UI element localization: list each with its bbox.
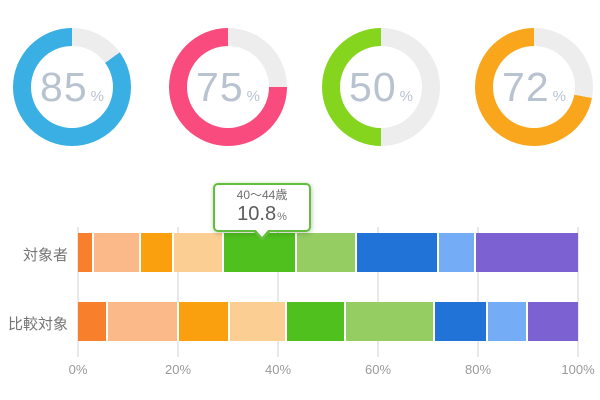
donut-hole: 85% <box>31 46 113 128</box>
bar-segment-r1-s1[interactable] <box>78 233 94 272</box>
stacked-bar-row-1 <box>78 233 578 272</box>
bar-segment-r2-s1[interactable] <box>78 302 108 341</box>
bar-segment-r2-s2[interactable] <box>108 302 179 341</box>
bar-segment-r1-s4[interactable] <box>174 233 224 272</box>
stacked-bar-row-2 <box>78 302 578 341</box>
tooltip-arrow <box>252 228 272 241</box>
bar-segment-r1-s3[interactable] <box>140 233 174 272</box>
gridline-80% <box>477 227 479 357</box>
donut-gauge-3: 50% <box>322 28 440 146</box>
bar-segment-r2-s7[interactable] <box>435 302 488 341</box>
donut-value: 50 <box>349 63 397 110</box>
bar-segment-r1-s2[interactable] <box>94 233 141 272</box>
donut-percent-unit: % <box>399 87 413 105</box>
row-label-2: 比較対象 <box>7 316 68 333</box>
donut-hole: 72% <box>493 46 575 128</box>
donut-percent-unit: % <box>90 87 104 105</box>
gridline-100% <box>577 227 579 357</box>
gridline-40% <box>277 227 279 357</box>
bar-segment-r1-s6[interactable] <box>296 233 357 272</box>
donut-value: 72 <box>502 63 550 110</box>
donut-percent-unit: % <box>246 87 260 105</box>
axis-tick-label: 60% <box>364 362 392 377</box>
donut-value: 85 <box>40 63 88 110</box>
bar-segment-r2-s6[interactable] <box>346 302 435 341</box>
donut-gauge-1: 85% <box>13 28 131 146</box>
gridline-20% <box>177 227 179 357</box>
gridline-0% <box>77 227 79 357</box>
donut-gauge-4: 72% <box>475 28 593 146</box>
donut-value: 75 <box>196 63 244 110</box>
row-label-1: 対象者 <box>22 247 68 264</box>
bar-segment-r1-s9[interactable] <box>475 233 578 272</box>
bar-segment-r2-s3[interactable] <box>178 302 230 341</box>
axis-tick-label: 0% <box>68 362 88 377</box>
bar-segment-r1-s7[interactable] <box>357 233 439 272</box>
bar-segment-r1-s8[interactable] <box>439 233 476 272</box>
bar-segment-r2-s8[interactable] <box>487 302 528 341</box>
tooltip-value: 10.8% <box>237 203 287 225</box>
axis-tick-label: 20% <box>164 362 192 377</box>
gridline-60% <box>377 227 379 357</box>
axis-tick-label: 100% <box>561 362 595 377</box>
tooltip-percent-unit: % <box>277 211 287 223</box>
donut-gauge-2: 75% <box>169 28 287 146</box>
bar-segment-r2-s9[interactable] <box>527 302 578 341</box>
donut-percent-unit: % <box>552 87 566 105</box>
bar-segment-r2-s5[interactable] <box>287 302 346 341</box>
tooltip: 40〜44歳 10.8% <box>213 183 311 241</box>
bar-segment-r2-s4[interactable] <box>230 302 287 341</box>
donut-hole: 50% <box>340 46 422 128</box>
axis-tick-label: 80% <box>464 362 492 377</box>
axis-tick-label: 40% <box>264 362 292 377</box>
tooltip-age-label: 40〜44歳 <box>236 188 288 202</box>
donut-hole: 75% <box>187 46 269 128</box>
